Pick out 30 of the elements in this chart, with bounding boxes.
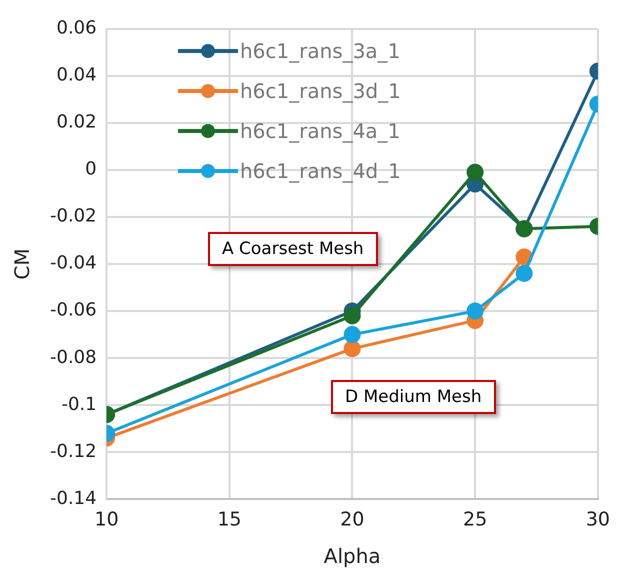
y-tick-label: 0.04 [56,64,97,86]
y-tick-label: -0.06 [50,300,97,321]
y-axis-title: CM [10,248,34,280]
y-tick-label: -0.08 [50,346,97,368]
point [344,307,361,324]
x-axis-title: Alpha [324,544,381,568]
annotation: A Coarsest Mesh [208,232,378,266]
x-tick-label: 15 [217,508,242,531]
y-tick-label: 0.02 [56,112,97,133]
x-tick-label: 30 [586,508,610,531]
point [344,326,361,344]
point [344,340,361,358]
y-tick-label: -0.02 [50,206,97,227]
x-tick-label: 25 [462,508,488,531]
x-tick-label: 20 [340,508,364,531]
annotation: D Medium Mesh [331,380,496,414]
y-tick-label: -0.1 [61,394,97,415]
point [466,164,484,181]
y-tick-label: 0 [85,158,97,180]
point [466,302,484,320]
y-tick-label: -0.04 [50,252,97,274]
legend-label: h6c1_rans_4a_1 [240,119,400,143]
y-tick-label: 0.06 [56,17,97,38]
y-tick-label: -0.12 [50,440,97,462]
legend-label: h6c1_rans_3d_1 [240,79,401,103]
y-tick-label: -0.14 [50,488,97,509]
point [516,264,533,282]
legend-label: h6c1_rans_3a_1 [240,39,400,63]
legend-label: h6c1_rans_4d_1 [240,159,401,183]
x-tick-label: 10 [94,508,119,531]
